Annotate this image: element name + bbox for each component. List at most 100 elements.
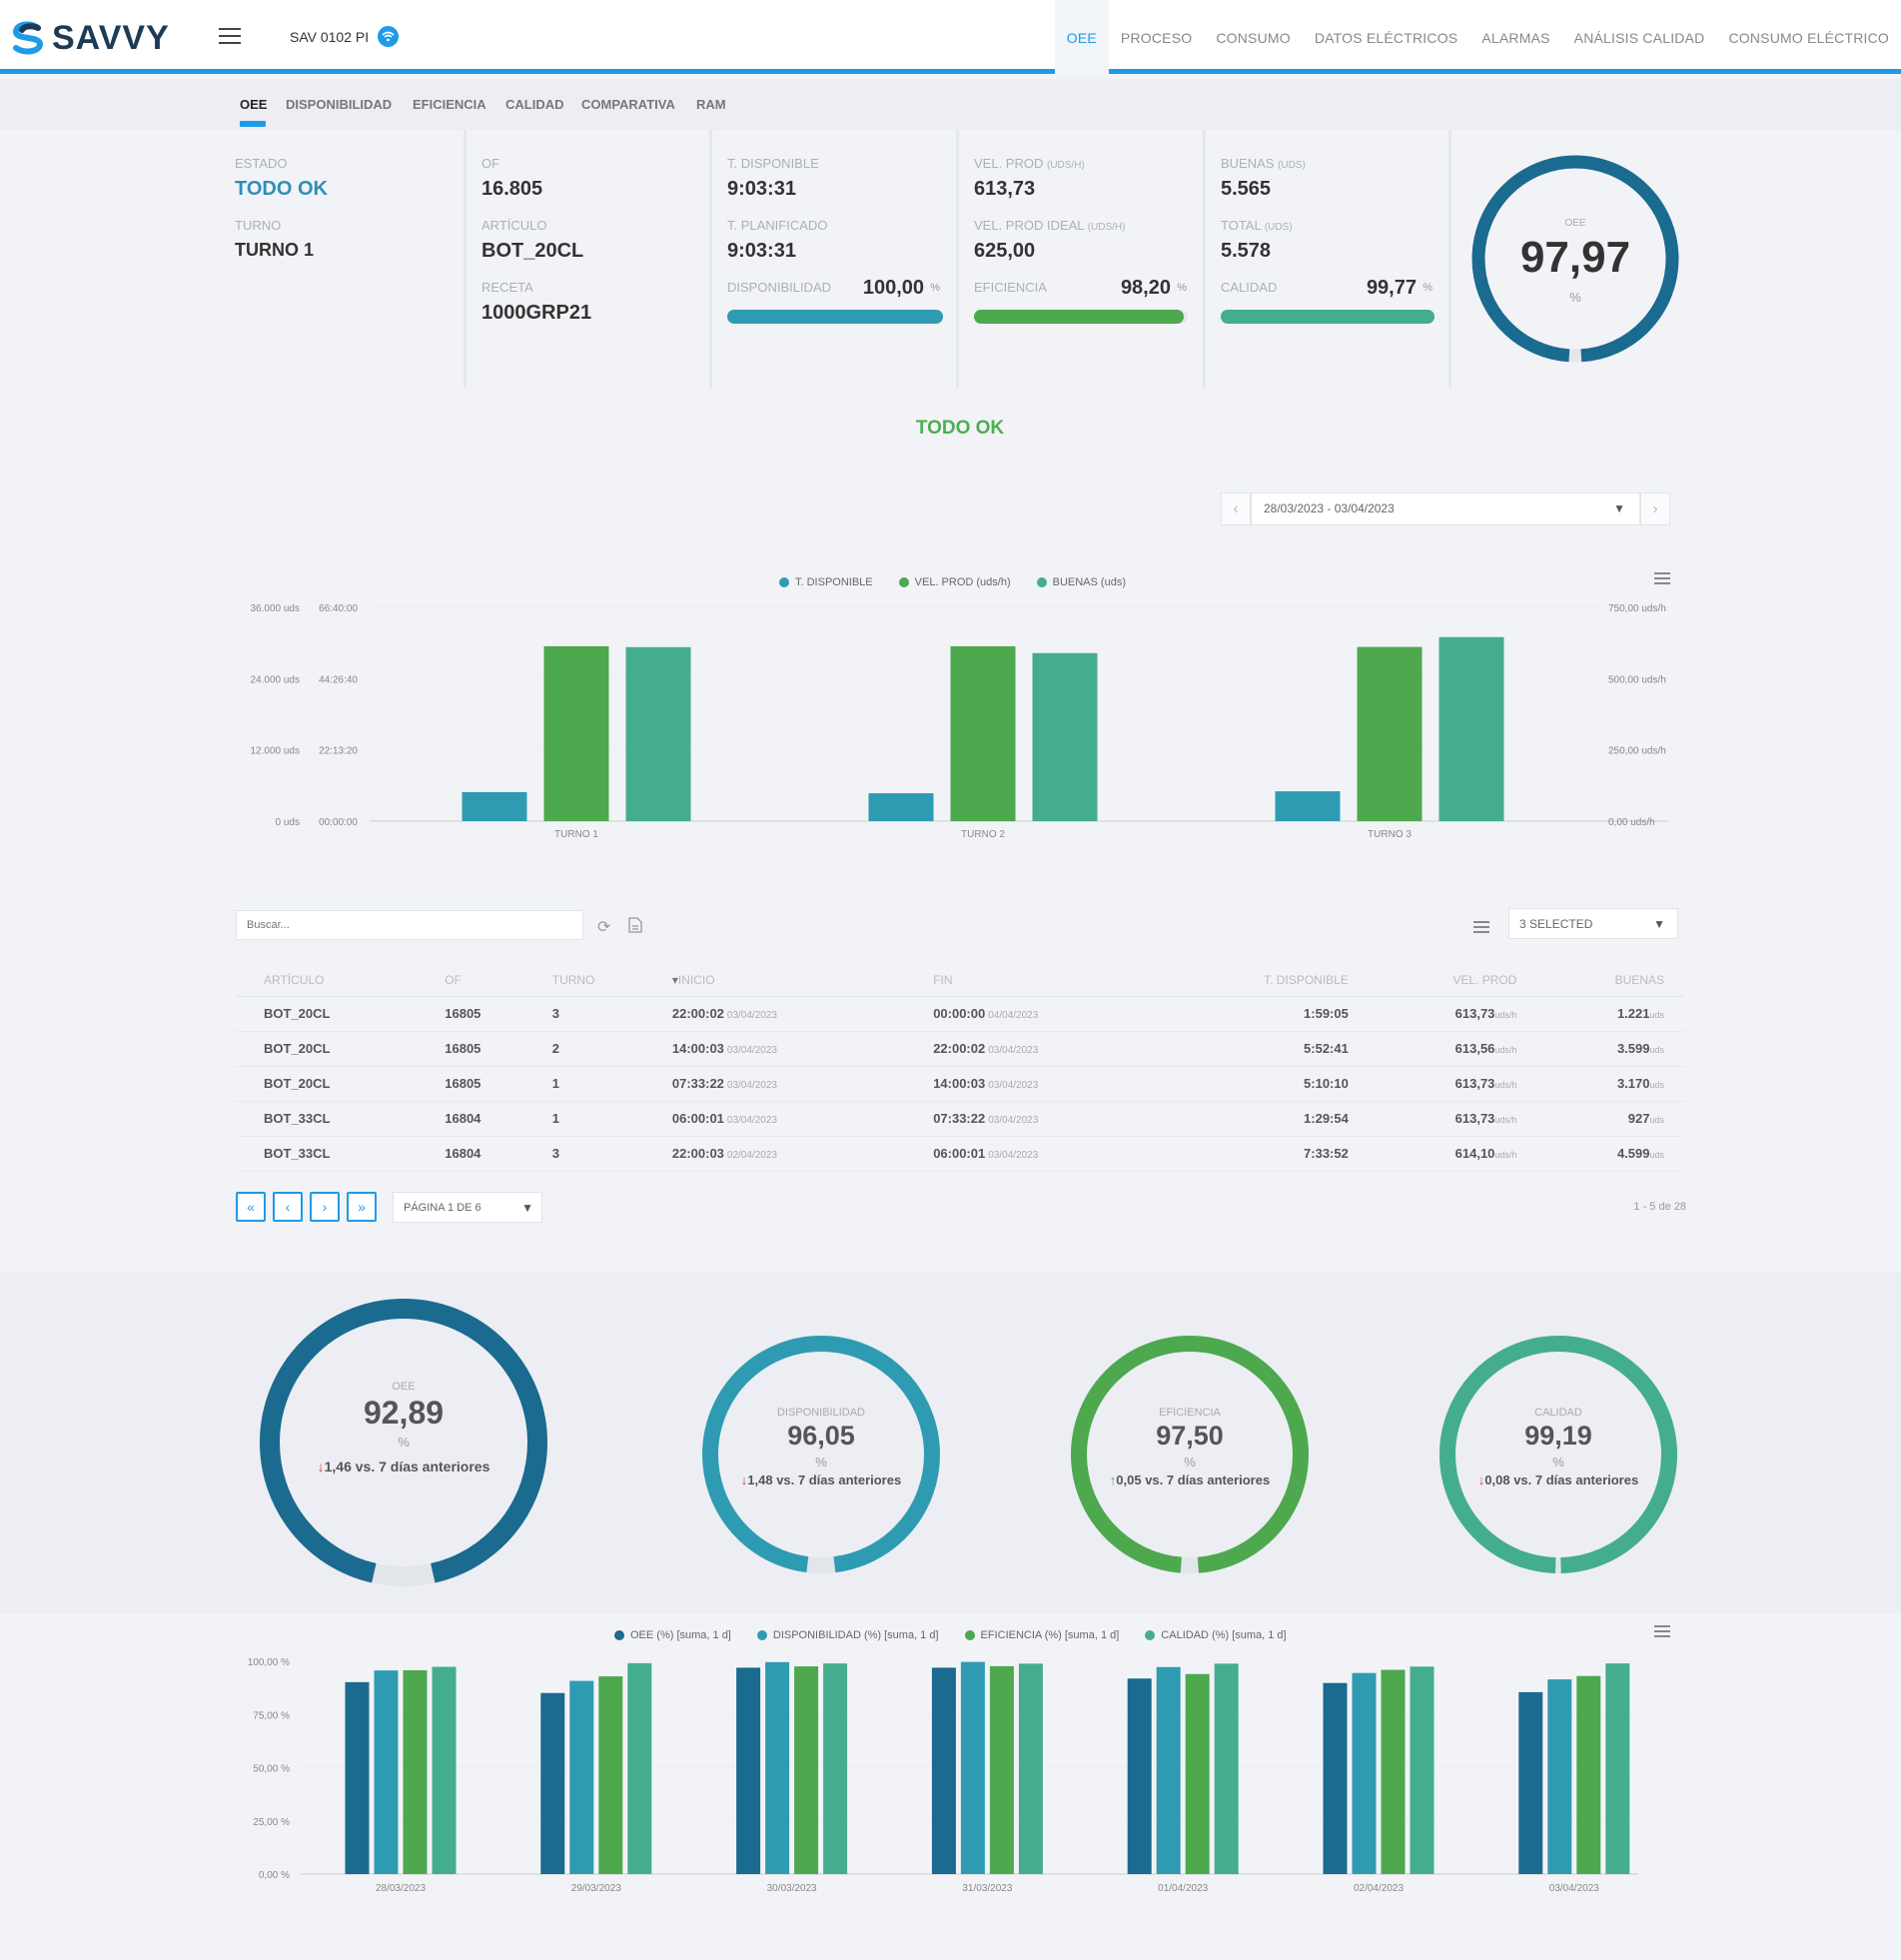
chart-menu-icon[interactable] xyxy=(1654,572,1670,585)
col-of[interactable]: OF xyxy=(417,964,524,997)
table-row[interactable]: BOT_33CL 16804 1 06:00:01 03/04/2023 07:33:22… xyxy=(236,1101,1684,1137)
y-tick-right: 500,00 uds/h xyxy=(1608,674,1666,685)
tab-eficiencia[interactable]: EFICIENCIA xyxy=(413,97,486,112)
oee-gauge-ring xyxy=(1471,155,1679,363)
x-tick-label: 31/03/2023 xyxy=(962,1883,1012,1894)
date-next-button[interactable]: › xyxy=(1640,492,1670,525)
date-range-field[interactable]: 28/03/2023 - 03/04/2023 ▼ xyxy=(1251,492,1640,525)
tab-oee[interactable]: OEE xyxy=(240,97,268,112)
cell-turno: 3 xyxy=(523,996,644,1032)
buenas-label: BUENAS (UDS) xyxy=(1221,156,1306,171)
gauge-value: 92,89 xyxy=(363,1395,445,1431)
gauge-ring xyxy=(1071,1336,1309,1573)
search-input[interactable] xyxy=(236,910,583,940)
bar-30-03-2023 xyxy=(823,1663,848,1874)
kpi-card-disponibilidad: T. DISPONIBLE 9:03:31 T. PLANIFICADO 9:0… xyxy=(712,130,959,388)
col-buenas[interactable]: BUENAS xyxy=(1536,964,1684,997)
table-row[interactable]: BOT_20CL 16805 2 14:00:03 03/04/2023 22:00:02… xyxy=(236,1031,1684,1067)
bar-03-04-2023 xyxy=(1547,1679,1572,1874)
legend-calidad[interactable]: CALIDAD (%) [suma, 1 d] xyxy=(1145,1629,1287,1641)
tab-ram[interactable]: RAM xyxy=(696,97,726,112)
summary-gauges: OEE 92,89 % ↓1,46 vs. 7 días anteriores D… xyxy=(0,1272,1901,1613)
y-tick-left: 36.000 uds xyxy=(251,603,301,614)
gauge-label: DISPONIBILIDAD xyxy=(776,1407,866,1419)
gauge-arc xyxy=(1071,1336,1309,1573)
nav-analisis-calidad[interactable]: ANÁLISIS CALIDAD xyxy=(1573,30,1705,46)
gauge-delta: ↓1,46 vs. 7 días anteriores xyxy=(317,1459,490,1474)
col-fin[interactable]: FIN xyxy=(905,964,1138,997)
t-disponible-label: T. DISPONIBLE xyxy=(727,156,819,171)
device-name: SAV 0102 PI xyxy=(290,29,370,45)
bar-30-03-2023 xyxy=(794,1666,819,1874)
y-tick-left: 0 uds xyxy=(276,817,300,828)
cell-turno: 1 xyxy=(523,1101,644,1137)
bar-03-04-2023 xyxy=(1518,1691,1543,1874)
gauge-value: 99,19 xyxy=(1524,1421,1592,1451)
gauge-arc xyxy=(260,1299,547,1586)
col-t-disponible[interactable]: T. DISPONIBLE xyxy=(1137,964,1369,997)
table-row[interactable]: BOT_20CL 16805 1 07:33:22 03/04/2023 14:00:03… xyxy=(236,1066,1684,1102)
cell-articulo: BOT_20CL xyxy=(236,996,418,1032)
bar-turno-1 xyxy=(543,645,609,821)
legend-disponibilidad[interactable]: DISPONIBILIDAD (%) [suma, 1 d] xyxy=(756,1629,939,1641)
kpi-strip: ESTADO TODO OK TURNO TURNO 1 OF 16.805 A… xyxy=(0,130,1901,388)
y-tick-right: 750,00 uds/h xyxy=(1608,603,1666,614)
bar-02-04-2023 xyxy=(1381,1669,1406,1874)
export-document-icon[interactable] xyxy=(628,917,642,936)
prev-page-button[interactable]: ‹ xyxy=(273,1192,303,1222)
next-page-button[interactable]: › xyxy=(310,1192,340,1222)
status-message: TODO OK xyxy=(915,418,1005,439)
cell-t-disponible: 1:59:05 xyxy=(1137,996,1369,1032)
savvy-logo[interactable]: SAVVY xyxy=(10,18,170,58)
col-turno[interactable]: TURNO xyxy=(523,964,644,997)
turno-label: TURNO xyxy=(235,218,282,233)
last-page-button[interactable]: » xyxy=(347,1192,377,1222)
col-inicio[interactable]: ▾INICIO xyxy=(643,964,906,997)
cell-articulo: BOT_20CL xyxy=(236,1031,418,1067)
y-tick-right: 0,00 uds/h xyxy=(1608,817,1655,828)
date-range-value: 28/03/2023 - 03/04/2023 xyxy=(1264,501,1395,515)
table-row[interactable]: BOT_20CL 16805 3 22:00:02 03/04/2023 00:00:00… xyxy=(236,996,1684,1032)
table-menu-icon[interactable] xyxy=(1473,921,1489,934)
nav-consumo-electrico[interactable]: CONSUMO ELÉCTRICO xyxy=(1728,30,1889,46)
tab-comparativa[interactable]: COMPARATIVA xyxy=(581,97,675,112)
nav-datos-electricos[interactable]: DATOS ELÉCTRICOS xyxy=(1314,30,1458,46)
nav-consumo[interactable]: CONSUMO xyxy=(1216,30,1291,46)
col-vel-prod[interactable]: VEL. PROD xyxy=(1368,964,1537,997)
disponibilidad-bar-fill xyxy=(727,310,943,324)
page-select[interactable]: PÁGINA 1 DE 6 ▼ xyxy=(393,1192,542,1223)
y-tick-time: 44:26:40 xyxy=(319,674,358,685)
legend-vel-prod[interactable]: VEL. PROD (uds/h) xyxy=(898,576,1011,588)
hamburger-menu-icon[interactable] xyxy=(219,28,241,46)
bar-29-03-2023 xyxy=(627,1662,652,1874)
nav-proceso[interactable]: PROCESO xyxy=(1120,30,1193,46)
gauge-value: 97,50 xyxy=(1156,1421,1224,1451)
y-tick-time: 66:40:00 xyxy=(319,603,358,614)
tab-disponibilidad[interactable]: DISPONIBILIDAD xyxy=(286,97,393,112)
col-articulo[interactable]: ARTÍCULO xyxy=(236,964,418,997)
cell-buenas: 4.599uds xyxy=(1536,1136,1684,1172)
eficiencia-bar-fill xyxy=(974,310,1185,324)
columns-select[interactable]: 3 SELECTED ▼ xyxy=(1508,908,1678,939)
first-page-button[interactable]: « xyxy=(236,1192,266,1222)
table-row[interactable]: BOT_33CL 16804 3 22:00:03 02/04/2023 06:00:01… xyxy=(236,1136,1684,1172)
x-tick-label: 02/04/2023 xyxy=(1354,1883,1404,1894)
chart-menu-icon[interactable] xyxy=(1654,1625,1670,1638)
legend-buenas[interactable]: BUENAS (uds) xyxy=(1036,576,1126,588)
y-tick-right: 250,00 uds/h xyxy=(1608,746,1666,757)
nav-oee[interactable]: OEE xyxy=(1054,0,1109,74)
y-tick-label: 75,00 % xyxy=(253,1710,290,1721)
legend-t-disponible[interactable]: T. DISPONIBLE xyxy=(779,576,873,588)
pagination: « ‹ › » xyxy=(236,1192,377,1222)
tab-calidad[interactable]: CALIDAD xyxy=(505,97,564,112)
bar-02-04-2023 xyxy=(1323,1682,1348,1874)
legend-oee[interactable]: OEE (%) [suma, 1 d] xyxy=(614,1629,731,1641)
date-prev-button[interactable]: ‹ xyxy=(1221,492,1251,525)
refresh-icon[interactable]: ⟳ xyxy=(597,919,611,936)
legend-eficiencia[interactable]: EFICIENCIA (%) [suma, 1 d] xyxy=(964,1629,1119,1641)
of-value: 16.805 xyxy=(481,178,543,200)
articulo-label: ARTÍCULO xyxy=(481,218,547,233)
cell-t-disponible: 1:29:54 xyxy=(1137,1101,1369,1137)
cell-of: 16804 xyxy=(417,1101,524,1137)
nav-alarmas[interactable]: ALARMAS xyxy=(1481,30,1550,46)
